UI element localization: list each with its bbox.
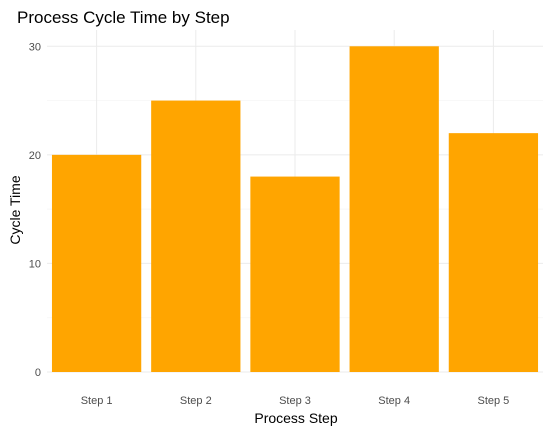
x-axis-ticks: Step 1 Step 2 Step 3 Step 4 Step 5 — [81, 395, 510, 407]
y-tick-label: 0 — [35, 367, 41, 379]
x-tick-label: Step 3 — [279, 395, 311, 407]
x-axis-label: Process Step — [254, 410, 337, 426]
y-axis-label: Cycle Time — [7, 175, 23, 244]
x-tick-label: Step 5 — [477, 395, 509, 407]
bar-step-5 — [448, 133, 539, 372]
x-tick-label: Step 2 — [180, 395, 212, 407]
bar-step-4 — [349, 46, 439, 373]
bar-step-3 — [250, 176, 340, 372]
x-tick-label: Step 1 — [81, 395, 113, 407]
bars — [51, 46, 539, 373]
y-tick-label: 10 — [29, 258, 41, 270]
y-tick-label: 20 — [29, 150, 41, 162]
y-axis-ticks: 0 10 20 30 — [29, 41, 41, 379]
x-tick-label: Step 4 — [378, 395, 410, 407]
bar-step-2 — [151, 100, 241, 373]
bar-step-1 — [51, 154, 142, 372]
chart-title: Process Cycle Time by Step — [17, 8, 230, 27]
y-tick-label: 30 — [29, 41, 41, 53]
